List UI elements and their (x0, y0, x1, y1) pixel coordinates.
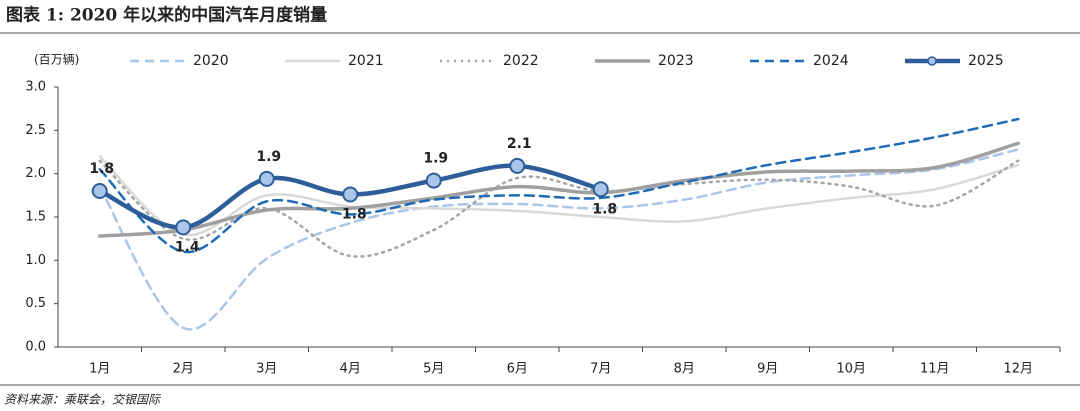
data-label: 1.8 (342, 206, 367, 222)
data-label: 1.9 (423, 151, 448, 167)
y-axis-label: (百万辆) (34, 53, 79, 67)
x-tick-label: 1月 (89, 362, 110, 377)
x-tick-label: 11月 (920, 362, 950, 377)
point-marker (509, 157, 526, 174)
data-label: 1.4 (175, 239, 200, 255)
x-tick-label: 7月 (590, 362, 611, 377)
x-tick-label: 4月 (340, 362, 361, 377)
x-tick-label: 8月 (674, 362, 695, 377)
series-line (98, 141, 1020, 238)
x-tick-label: 10月 (836, 362, 866, 377)
series-line (98, 148, 1020, 331)
y-tick-label: 2.0 (25, 166, 46, 181)
data-label: 1.9 (256, 149, 281, 165)
y-tick-label: 3.0 (25, 80, 46, 95)
legend-label: 2020 (193, 53, 229, 69)
x-tick-label: 2月 (173, 362, 194, 377)
legend-label: 2024 (813, 53, 849, 69)
point-marker (425, 172, 442, 189)
y-tick-label: 1.0 (25, 253, 46, 268)
legend-label: 2021 (348, 53, 384, 69)
data-label: 1.8 (592, 201, 617, 217)
point-marker (592, 181, 609, 198)
point-marker (258, 170, 275, 187)
series-line (98, 155, 1020, 237)
source: 资料来源：乘联会，交银国际 (4, 393, 162, 407)
point-marker (342, 186, 359, 203)
x-tick-label: 12月 (1003, 362, 1033, 377)
series-line (98, 117, 1020, 254)
x-tick-label: 9月 (757, 362, 778, 377)
x-tick-label: 5月 (423, 362, 444, 377)
y-tick-label: 1.5 (25, 210, 46, 225)
chart-title: 图表 1: 2020 年以来的中国汽车月度销量 (6, 5, 327, 26)
legend-marker (927, 56, 937, 66)
legend-label: 2023 (658, 53, 694, 69)
point-marker (175, 219, 192, 236)
data-label: 1.8 (89, 161, 114, 177)
y-tick-label: 0.0 (25, 340, 46, 355)
legend-label: 2025 (968, 53, 1004, 69)
x-tick-label: 3月 (256, 362, 277, 377)
legend-label: 2022 (503, 53, 539, 69)
point-marker (91, 183, 108, 199)
data-label: 2.1 (507, 136, 532, 152)
y-tick-label: 2.5 (25, 123, 46, 138)
x-tick-label: 6月 (507, 362, 528, 377)
y-tick-label: 0.5 (25, 296, 46, 311)
